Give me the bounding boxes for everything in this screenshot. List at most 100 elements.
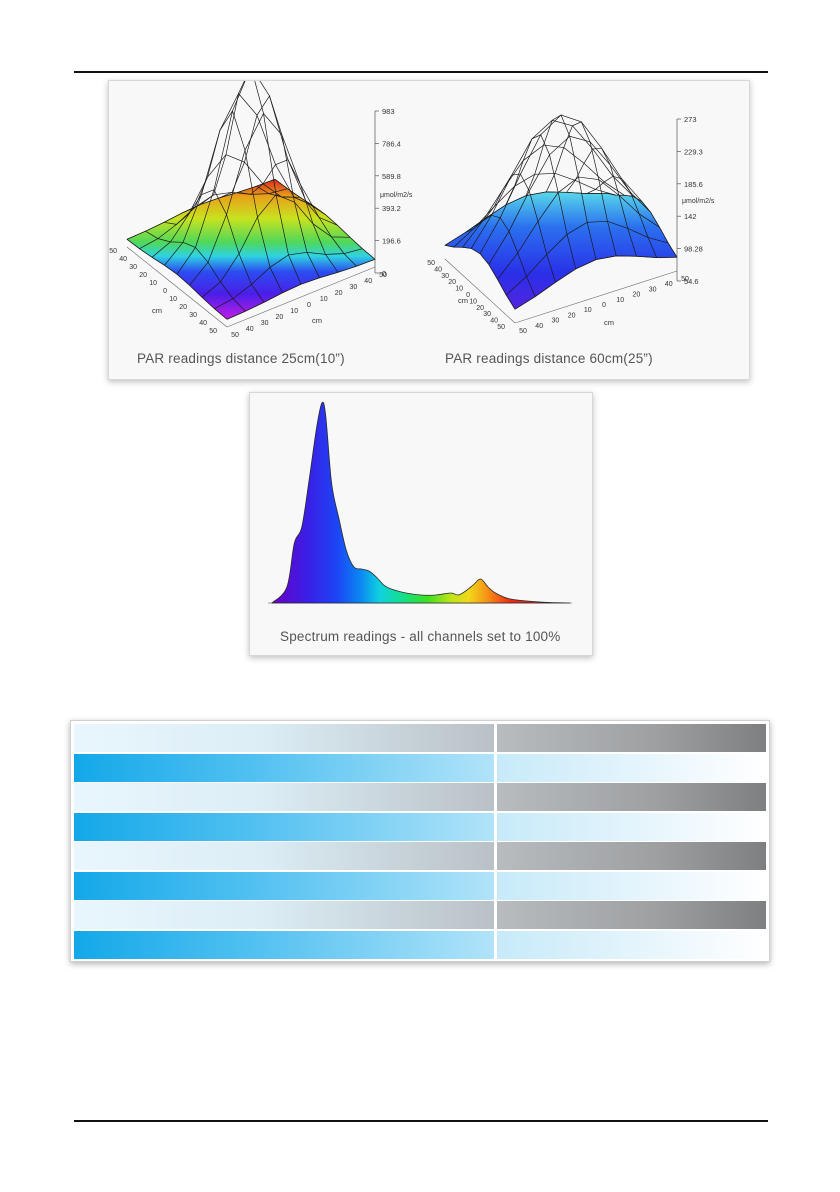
table-row [74,812,766,841]
surface-gridline [200,81,302,285]
y-tick-label: 30 [350,284,358,291]
par-surface-charts: 5040302010010203040505040302010010203040… [109,81,715,339]
surface-gridline [586,175,658,258]
y-tick-label: 10 [290,308,298,315]
surface-gridline [485,173,556,283]
surface-gridline [274,178,376,260]
x-tick-label: 50 [109,248,117,255]
surface-gridline [182,110,283,293]
table-cell-label [74,842,494,870]
y-tick-label: 20 [276,314,284,321]
x-tick-label: 50 [209,328,217,335]
y-tick-label: 0 [602,302,606,309]
surface-gridline [566,147,637,257]
surface-gridline [606,192,678,258]
table-cell-value [497,901,766,929]
surface-gridline [126,238,228,320]
surface-60cm: 5040302010010203040505040302010010203040… [427,114,715,335]
x-tick-label: 10 [455,286,463,293]
z-tick-label: 273 [684,115,697,124]
y-tick-label: 10 [584,307,592,314]
surface-gridline [505,134,577,269]
z-axis-label: μmol/m2/s [380,192,413,199]
table-row [74,842,766,870]
y-tick-label: 50 [519,328,527,335]
table-cell-value [497,930,766,959]
x-tick-label: 10 [149,280,157,287]
table-cell-value [497,753,766,782]
surface-gridline [545,121,617,256]
x-axis-label: cm [152,306,162,315]
x-tick-label: 30 [441,273,449,280]
y-tick-label: 30 [649,286,657,293]
y-tick-label: 40 [665,281,673,288]
surface-gridline [176,81,326,275]
z-tick-label: 589.8 [382,172,401,181]
spectrum-panel: Spectrum readings - all channels set to … [249,392,593,656]
x-tick-label: 20 [448,279,456,286]
x-tick-label: 40 [490,318,498,325]
z-tick-label: 54.6 [684,277,699,286]
table-cell-label [74,871,494,900]
surface-gridline [525,114,597,260]
footer-rule [74,1120,768,1122]
table-row [74,724,766,752]
y-tick-label: 40 [535,323,543,330]
x-tick-label: 30 [129,264,137,271]
x-tick-label: 20 [139,272,147,279]
y-tick-label: 10 [616,297,624,304]
axis-line [126,246,228,328]
z-tick-label: 142 [684,212,697,221]
y-tick-label: 30 [552,318,560,325]
x-tick-label: 20 [179,304,187,311]
y-tick-label: 10 [320,296,328,303]
y-tick-label: 50 [231,332,239,339]
z-tick-label: 185.6 [684,180,703,189]
z-tick-label: 229.3 [684,147,703,156]
axis-line [514,270,678,324]
spectrum-chart [268,401,572,604]
x-tick-label: 30 [483,311,491,318]
table-cell-label [74,901,494,929]
spectrum-title: Spectrum readings - all channels set to … [280,629,561,644]
surface-fill [126,178,376,320]
x-tick-label: 50 [427,260,435,267]
y-tick-label: 20 [633,292,641,299]
surface-gridline [256,185,357,267]
table-cell-value [497,783,766,811]
table-cell-label [74,930,494,959]
surface-fill [444,191,678,310]
table-cell-value [497,724,766,752]
surface-gridline [163,189,265,303]
y-tick-label: 50 [681,276,689,283]
axis-line [226,266,376,328]
x-tick-label: 40 [119,256,127,263]
y-tick-label: 0 [307,302,311,309]
par-left-title: PAR readings distance 25cm(10”) [137,351,345,366]
table-row [74,783,766,811]
table-cell-value [497,842,766,870]
y-tick-label: 20 [568,312,576,319]
table-cell-label [74,753,494,782]
x-tick-label: 0 [163,288,167,295]
surface-gridline [465,214,536,297]
x-tick-label: 10 [469,298,477,305]
y-axis-label: cm [604,318,614,327]
x-tick-label: 10 [169,296,177,303]
y-tick-label: 30 [261,320,269,327]
y-tick-label: 20 [335,290,343,297]
table-cell-label [74,812,494,841]
header-rule [74,71,768,73]
spectrum-marks [271,401,571,604]
y-axis-label: cm [312,316,322,325]
table-row [74,901,766,929]
y-tick-label: 40 [364,278,372,285]
table-row [74,871,766,900]
table-row [74,753,766,782]
par-panel: 50 40 30 20 10 0 10 20 30 40 50 50 40 30 20 10 0 10 20 30 40… [108,80,750,380]
x-tick-label: 20 [476,305,484,312]
par-right-title: PAR readings distance 60cm(25”) [445,351,653,366]
table-cell-value [497,812,766,841]
surface-gridline [444,244,516,310]
y-tick-label: 40 [246,326,254,333]
